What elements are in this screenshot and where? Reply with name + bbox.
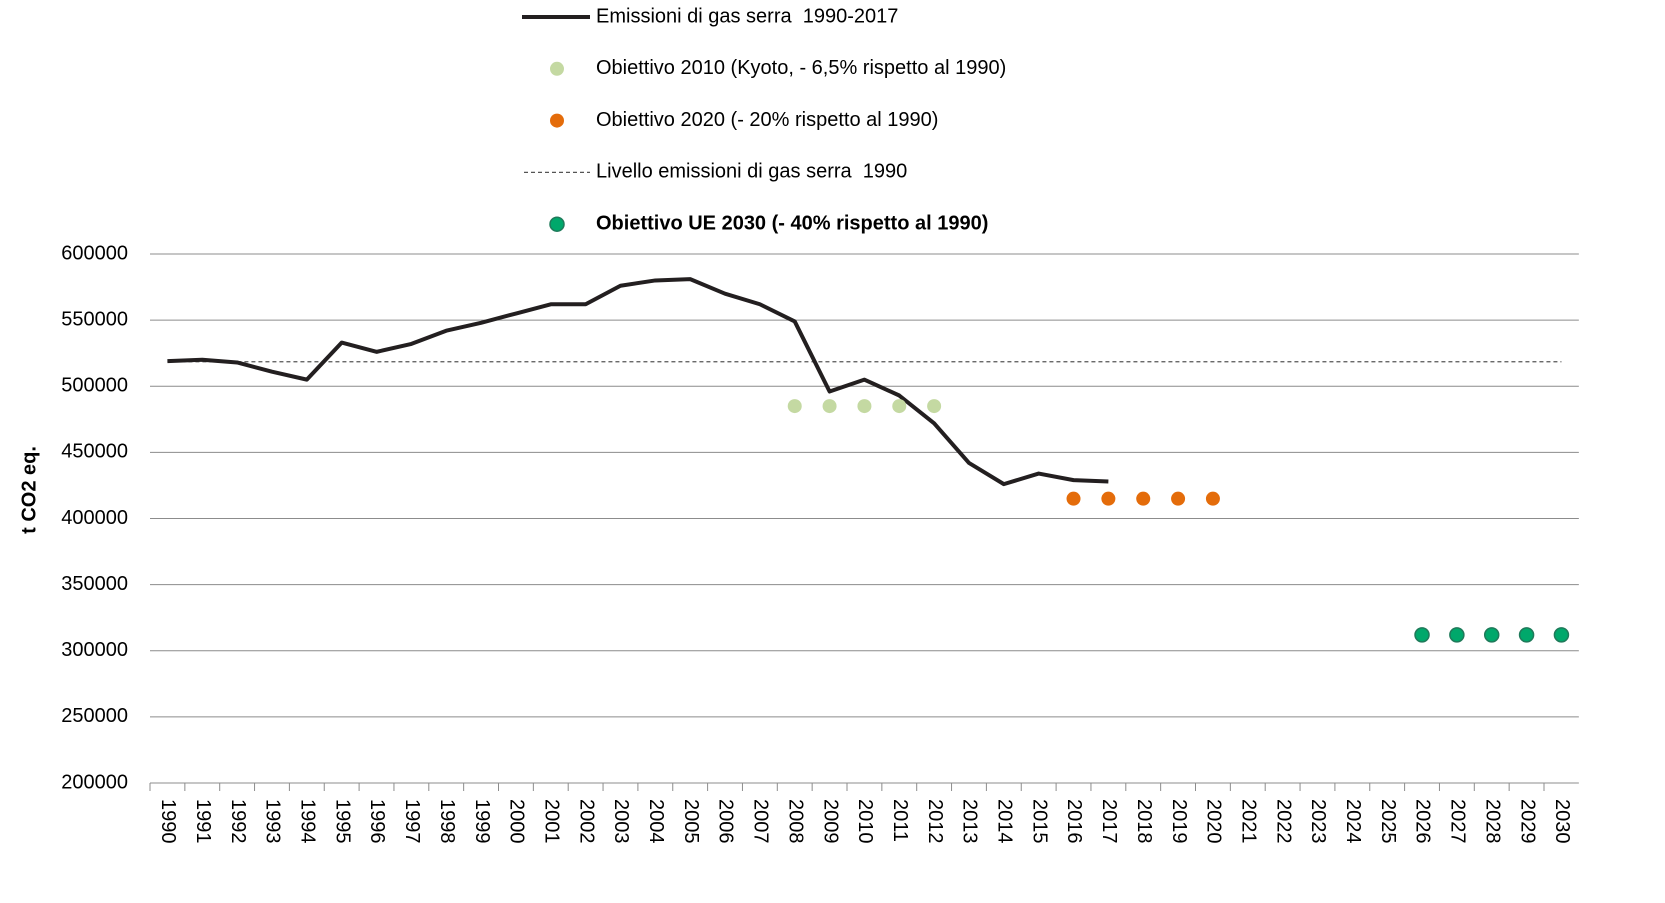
marker: [1101, 491, 1116, 506]
marker: [1518, 627, 1535, 643]
marker: [822, 399, 837, 414]
x-tick-label: 2020: [1203, 799, 1225, 844]
x-tick-label: 2022: [1272, 799, 1294, 844]
x-tick-label: 2016: [1063, 799, 1085, 844]
x-tick-label: 2001: [540, 799, 562, 844]
x-tick-label: 1993: [262, 799, 284, 844]
x-tick-label: 2004: [645, 799, 667, 844]
x-tick-label: 2008: [784, 799, 806, 844]
x-tick-label: 2023: [1307, 799, 1329, 844]
x-tick-label: 2014: [994, 799, 1016, 844]
legend-label: Obiettivo 2020 (- 20% rispetto al 1990): [596, 109, 938, 131]
x-tick-label: 2006: [715, 799, 737, 844]
x-tick-label: 2000: [506, 799, 528, 844]
marker: [1414, 627, 1430, 643]
y-tick-label: 600000: [61, 242, 128, 264]
x-tick-label: 2017: [1098, 799, 1120, 844]
x-tick-label: 1990: [157, 799, 179, 844]
x-tick-label: 1995: [331, 799, 353, 844]
marker: [1553, 627, 1570, 643]
x-tick-label: 1998: [436, 799, 458, 844]
x-tick-label: 2002: [575, 799, 597, 844]
x-tick-label: 2007: [750, 799, 772, 844]
x-tick-label: 2024: [1342, 799, 1364, 844]
marker: [927, 399, 942, 414]
x-tick-label: 1997: [401, 799, 423, 844]
x-tick-label: 2011: [889, 799, 911, 842]
marker: [1205, 491, 1220, 506]
x-tick-label: 1994: [297, 799, 319, 844]
marker: [787, 399, 802, 414]
x-tick-label: 2013: [959, 799, 981, 844]
x-tick-label: 2025: [1377, 799, 1399, 844]
marker: [892, 399, 907, 414]
y-tick-label: 550000: [61, 308, 128, 330]
x-tick-label: 2005: [680, 799, 702, 844]
x-tick-label: 2028: [1481, 799, 1503, 844]
x-tick-label: 2030: [1551, 799, 1573, 844]
legend-symbol: [550, 113, 564, 128]
y-tick-label: 500000: [61, 375, 128, 397]
marker: [1171, 491, 1186, 506]
legend-label: Emissioni di gas serra 1990-2017: [596, 5, 898, 27]
x-tick-label: 2019: [1168, 799, 1190, 844]
marker: [1066, 491, 1081, 506]
x-tick-label: 2010: [854, 799, 876, 844]
x-tick-label: 1996: [366, 799, 388, 844]
x-tick-label: 2012: [924, 799, 946, 844]
x-tick-label: 2015: [1028, 799, 1050, 844]
marker: [1483, 627, 1500, 643]
legend-label: Livello emissioni di gas serra 1990: [596, 161, 907, 183]
y-tick-label: 450000: [61, 441, 128, 463]
x-tick-label: 2018: [1133, 799, 1155, 844]
x-tick-label: 1992: [227, 799, 249, 844]
legend-symbol: [549, 216, 565, 232]
y-axis-label: t CO2 eq.: [18, 446, 40, 534]
marker: [1449, 627, 1465, 643]
y-tick-label: 250000: [61, 705, 128, 727]
legend-label: Obiettivo 2010 (Kyoto, - 6,5% rispetto a…: [596, 57, 1006, 79]
legend-label: Obiettivo UE 2030 (- 40% rispetto al 199…: [596, 212, 988, 234]
data-line: [167, 277, 1109, 487]
x-tick-label: 2029: [1516, 799, 1538, 844]
y-tick-label: 350000: [61, 573, 128, 595]
x-tick-label: 2009: [819, 799, 841, 844]
y-tick-label: 300000: [61, 639, 128, 661]
marker: [1136, 491, 1151, 506]
x-tick-label: 2026: [1412, 799, 1434, 844]
y-tick-label: 200000: [61, 771, 128, 793]
x-tick-label: 1991: [192, 799, 214, 844]
y-tick-label: 400000: [61, 507, 128, 529]
x-tick-label: 2027: [1447, 799, 1469, 844]
legend-symbol: [550, 61, 564, 76]
x-tick-label: 1999: [471, 799, 493, 844]
x-tick-label: 2021: [1237, 799, 1259, 844]
marker: [857, 399, 872, 414]
x-tick-label: 2003: [610, 799, 632, 844]
